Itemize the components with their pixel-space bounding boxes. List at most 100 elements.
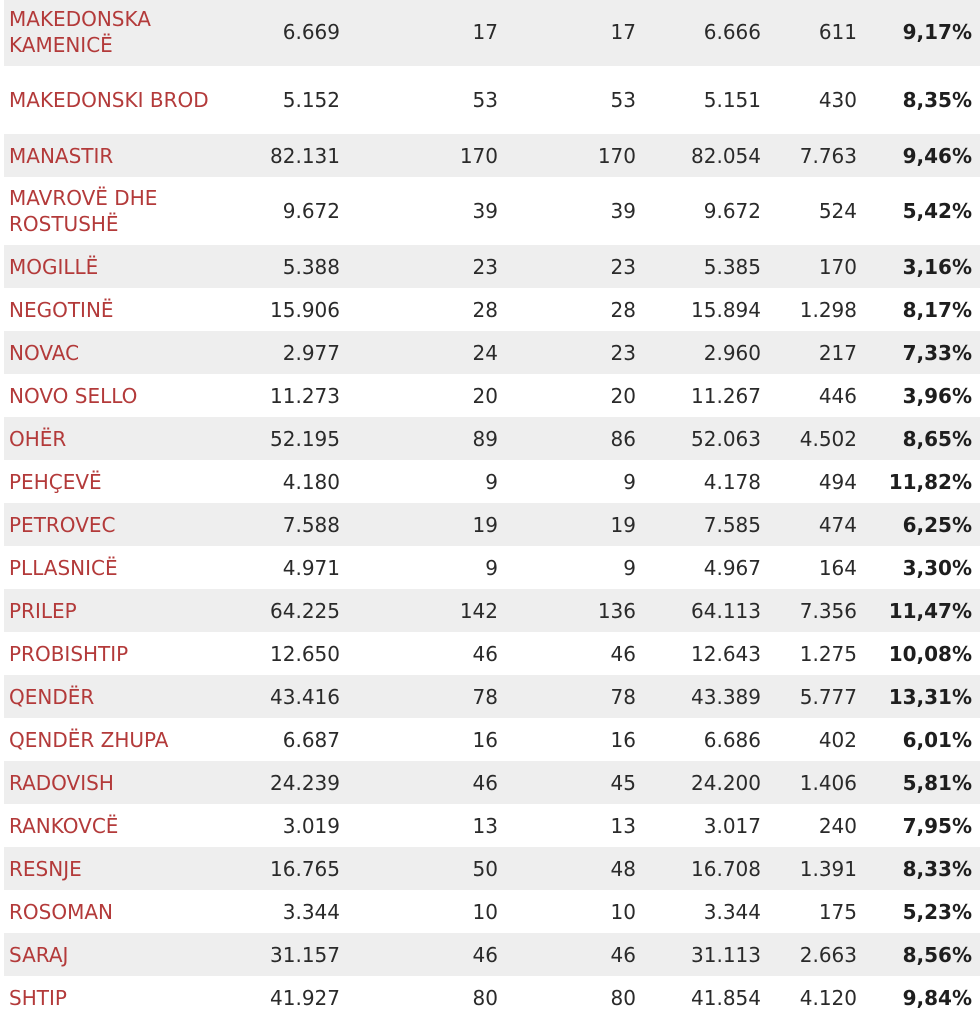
municipality-name-link[interactable]: QENDËR — [4, 675, 241, 718]
percentage-cell: 9,46% — [858, 134, 980, 177]
municipality-name-link[interactable]: PROBISHTIP — [4, 632, 241, 675]
municipality-name-link[interactable]: MOGILLË — [4, 245, 241, 288]
processed-stations-cell: 13 — [499, 804, 637, 847]
voters-processed-cell: 11.267 — [637, 374, 762, 417]
polling-stations-cell: 89 — [341, 417, 499, 460]
voters-processed-cell: 5.151 — [637, 66, 762, 134]
polling-stations-cell: 19 — [341, 503, 499, 546]
processed-stations-cell: 48 — [499, 847, 637, 890]
polling-stations-cell: 46 — [341, 632, 499, 675]
percentage-cell: 3,16% — [858, 245, 980, 288]
registered-voters-cell: 9.672 — [241, 177, 341, 245]
table-row: QENDËR ZHUPA 6.687 16 16 6.686 402 6,01% — [4, 718, 980, 761]
municipality-name-link[interactable]: PLLASNICË — [4, 546, 241, 589]
table-row: MAKEDONSKA KAMENICË 6.669 17 17 6.666 611 9,17… — [4, 0, 980, 66]
voters-processed-cell: 16.708 — [637, 847, 762, 890]
municipality-name-link[interactable]: ROSOMAN — [4, 890, 241, 933]
votes-cell: 1.275 — [762, 632, 858, 675]
processed-stations-cell: 23 — [499, 245, 637, 288]
processed-stations-cell: 9 — [499, 546, 637, 589]
table-row: PEHÇEVË 4.180 9 9 4.178 494 11,82% — [4, 460, 980, 503]
registered-voters-cell: 6.687 — [241, 718, 341, 761]
registered-voters-cell: 11.273 — [241, 374, 341, 417]
voters-processed-cell: 2.960 — [637, 331, 762, 374]
registered-voters-cell: 31.157 — [241, 933, 341, 976]
table-row: SHTIP 41.927 80 80 41.854 4.120 9,84% — [4, 976, 980, 1019]
municipality-name-link[interactable]: RANKOVCË — [4, 804, 241, 847]
votes-cell: 5.777 — [762, 675, 858, 718]
registered-voters-cell: 5.388 — [241, 245, 341, 288]
municipality-name-link[interactable]: NOVAC — [4, 331, 241, 374]
municipality-name-link[interactable]: PETROVEC — [4, 503, 241, 546]
polling-stations-cell: 9 — [341, 546, 499, 589]
voters-processed-cell: 9.672 — [637, 177, 762, 245]
votes-cell: 402 — [762, 718, 858, 761]
table-row: SARAJ 31.157 46 46 31.113 2.663 8,56% — [4, 933, 980, 976]
municipality-name-link[interactable]: PEHÇEVË — [4, 460, 241, 503]
polling-stations-cell: 28 — [341, 288, 499, 331]
processed-stations-cell: 39 — [499, 177, 637, 245]
votes-cell: 217 — [762, 331, 858, 374]
votes-cell: 164 — [762, 546, 858, 589]
municipality-name-link[interactable]: NOVO SELLO — [4, 374, 241, 417]
registered-voters-cell: 5.152 — [241, 66, 341, 134]
table-row: PROBISHTIP 12.650 46 46 12.643 1.275 10,08% — [4, 632, 980, 675]
table-row: NOVO SELLO 11.273 20 20 11.267 446 3,96% — [4, 374, 980, 417]
municipality-name-link[interactable]: OHËR — [4, 417, 241, 460]
polling-stations-cell: 50 — [341, 847, 499, 890]
polling-stations-cell: 142 — [341, 589, 499, 632]
registered-voters-cell: 4.180 — [241, 460, 341, 503]
processed-stations-cell: 80 — [499, 976, 637, 1019]
votes-cell: 446 — [762, 374, 858, 417]
voters-processed-cell: 6.686 — [637, 718, 762, 761]
registered-voters-cell: 15.906 — [241, 288, 341, 331]
percentage-cell: 13,31% — [858, 675, 980, 718]
table-row: MANASTIR 82.131 170 170 82.054 7.763 9,46% — [4, 134, 980, 177]
results-table-body: MAKEDONSKA KAMENICË 6.669 17 17 6.666 611 9,17… — [4, 0, 980, 1019]
table-row: MOGILLË 5.388 23 23 5.385 170 3,16% — [4, 245, 980, 288]
percentage-cell: 9,84% — [858, 976, 980, 1019]
polling-stations-cell: 80 — [341, 976, 499, 1019]
table-row: NEGOTINË 15.906 28 28 15.894 1.298 8,17% — [4, 288, 980, 331]
municipality-name-link[interactable]: MANASTIR — [4, 134, 241, 177]
registered-voters-cell: 43.416 — [241, 675, 341, 718]
registered-voters-cell: 16.765 — [241, 847, 341, 890]
table-row: QENDËR 43.416 78 78 43.389 5.777 13,31% — [4, 675, 980, 718]
voters-processed-cell: 4.178 — [637, 460, 762, 503]
municipality-name-link[interactable]: SARAJ — [4, 933, 241, 976]
percentage-cell: 8,56% — [858, 933, 980, 976]
votes-cell: 7.356 — [762, 589, 858, 632]
municipality-name-link[interactable]: RADOVISH — [4, 761, 241, 804]
table-row: RADOVISH 24.239 46 45 24.200 1.406 5,81% — [4, 761, 980, 804]
percentage-cell: 8,65% — [858, 417, 980, 460]
polling-stations-cell: 46 — [341, 933, 499, 976]
municipality-name-link[interactable]: MAKEDONSKI BROD — [4, 66, 241, 134]
registered-voters-cell: 7.588 — [241, 503, 341, 546]
municipality-name-link[interactable]: PRILEP — [4, 589, 241, 632]
registered-voters-cell: 52.195 — [241, 417, 341, 460]
table-row: ROSOMAN 3.344 10 10 3.344 175 5,23% — [4, 890, 980, 933]
percentage-cell: 7,95% — [858, 804, 980, 847]
votes-cell: 240 — [762, 804, 858, 847]
voters-processed-cell: 15.894 — [637, 288, 762, 331]
voters-processed-cell: 43.389 — [637, 675, 762, 718]
percentage-cell: 8,35% — [858, 66, 980, 134]
municipality-name-link[interactable]: SHTIP — [4, 976, 241, 1019]
percentage-cell: 5,42% — [858, 177, 980, 245]
municipality-name-link[interactable]: RESNJE — [4, 847, 241, 890]
processed-stations-cell: 136 — [499, 589, 637, 632]
municipality-name-link[interactable]: MAKEDONSKA KAMENICË — [4, 0, 241, 66]
table-row: RESNJE 16.765 50 48 16.708 1.391 8,33% — [4, 847, 980, 890]
municipality-name-link[interactable]: QENDËR ZHUPA — [4, 718, 241, 761]
processed-stations-cell: 20 — [499, 374, 637, 417]
percentage-cell: 11,82% — [858, 460, 980, 503]
processed-stations-cell: 23 — [499, 331, 637, 374]
municipality-name-link[interactable]: MAVROVË DHE ROSTUSHË — [4, 177, 241, 245]
registered-voters-cell: 41.927 — [241, 976, 341, 1019]
voters-processed-cell: 41.854 — [637, 976, 762, 1019]
table-row: MAKEDONSKI BROD 5.152 53 53 5.151 430 8,35% — [4, 66, 980, 134]
voters-processed-cell: 52.063 — [637, 417, 762, 460]
table-row: PRILEP 64.225 142 136 64.113 7.356 11,47% — [4, 589, 980, 632]
municipality-name-link[interactable]: NEGOTINË — [4, 288, 241, 331]
